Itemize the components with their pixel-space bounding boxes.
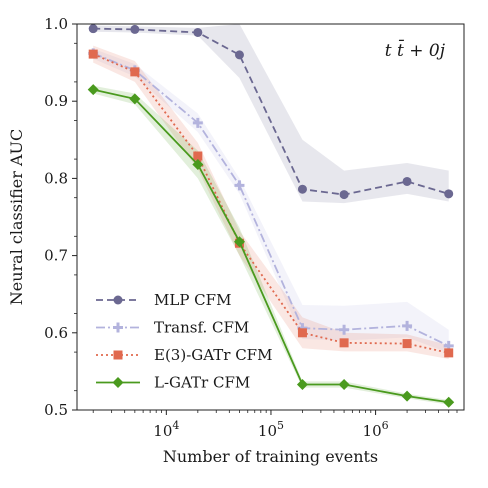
point-transf-cfm <box>234 180 245 191</box>
point-mlp-cfm <box>402 176 412 186</box>
band-e-3-gatr-cfm <box>93 45 449 360</box>
point-l-gatr-cfm <box>233 236 245 248</box>
point-l-gatr-cfm <box>443 396 455 408</box>
y-tick-label: 0.8 <box>44 169 68 187</box>
legend-marker <box>113 295 123 305</box>
line-transf-cfm <box>92 52 450 347</box>
point-e-3-gatr-cfm <box>297 328 307 338</box>
point-e-3-gatr-cfm <box>88 49 98 59</box>
legend-label: L-GATr CFM <box>154 374 250 392</box>
point-e-3-gatr-cfm <box>130 67 140 77</box>
y-axis-label: Neural classifier AUC <box>7 129 26 305</box>
x-tick-label: 105 <box>258 419 284 440</box>
legend-marker <box>113 322 123 333</box>
point-l-gatr-cfm <box>296 379 308 391</box>
markers-mlp-cfm <box>88 24 454 200</box>
point-transf-cfm <box>339 324 350 335</box>
point-l-gatr-cfm <box>338 379 350 391</box>
point-mlp-cfm <box>297 184 307 194</box>
point-mlp-cfm <box>130 24 140 34</box>
point-l-gatr-cfm <box>192 159 204 171</box>
x-tick-label: 106 <box>363 419 389 440</box>
markers-l-gatr-cfm <box>87 84 455 408</box>
point-mlp-cfm <box>339 190 349 200</box>
legend: MLP CFM Transf. CFM E(3)-GATr CFM L-GATr CF… <box>96 291 272 392</box>
line-mlp-cfm <box>93 27 449 196</box>
point-transf-cfm <box>192 117 203 128</box>
series-layer <box>87 24 455 408</box>
legend-item-transf-cfm: Transf. CFM <box>96 319 249 337</box>
line-e-3-gatr-cfm <box>92 53 449 354</box>
y-tick-label: 0.5 <box>44 401 68 419</box>
process-annotation: t t̄ + 0j <box>385 38 446 61</box>
legend-label: E(3)-GATr CFM <box>154 346 272 364</box>
legend-item-e-3-gatr-cfm: E(3)-GATr CFM <box>96 346 272 364</box>
y-tick-label: 0.7 <box>44 247 68 265</box>
y-axis-ticks: 0.5 0.6 0.7 0.8 0.9 1.0 <box>44 15 77 419</box>
point-transf-cfm <box>402 320 413 331</box>
point-e-3-gatr-cfm <box>339 338 349 348</box>
uncertainty-bands <box>93 24 449 405</box>
legend-item-l-gatr-cfm: L-GATr CFM <box>96 374 250 392</box>
band-mlp-cfm <box>93 24 449 204</box>
point-mlp-cfm <box>234 50 244 60</box>
legend-label: MLP CFM <box>154 291 231 309</box>
legend-label: Transf. CFM <box>154 319 249 337</box>
y-tick-label: 0.9 <box>44 92 68 110</box>
y-tick-label: 0.6 <box>44 324 68 342</box>
point-mlp-cfm <box>444 189 454 199</box>
point-e-3-gatr-cfm <box>444 348 454 358</box>
point-mlp-cfm <box>193 27 203 37</box>
y-tick-label: 1.0 <box>44 15 68 33</box>
point-l-gatr-cfm <box>129 93 141 105</box>
point-mlp-cfm <box>88 24 98 34</box>
point-e-3-gatr-cfm <box>193 151 203 161</box>
legend-marker <box>112 377 124 388</box>
legend-marker <box>113 350 123 360</box>
line-l-gatr-cfm <box>93 88 449 404</box>
legend-item-mlp-cfm: MLP CFM <box>96 291 231 309</box>
x-tick-label: 104 <box>153 419 179 440</box>
point-e-3-gatr-cfm <box>402 339 412 349</box>
point-l-gatr-cfm <box>87 84 99 96</box>
x-axis-label: Number of training events <box>163 447 378 466</box>
point-l-gatr-cfm <box>401 390 413 402</box>
band-transf-cfm <box>93 48 449 353</box>
x-axis-ticks: 104 105 106 <box>92 410 458 440</box>
